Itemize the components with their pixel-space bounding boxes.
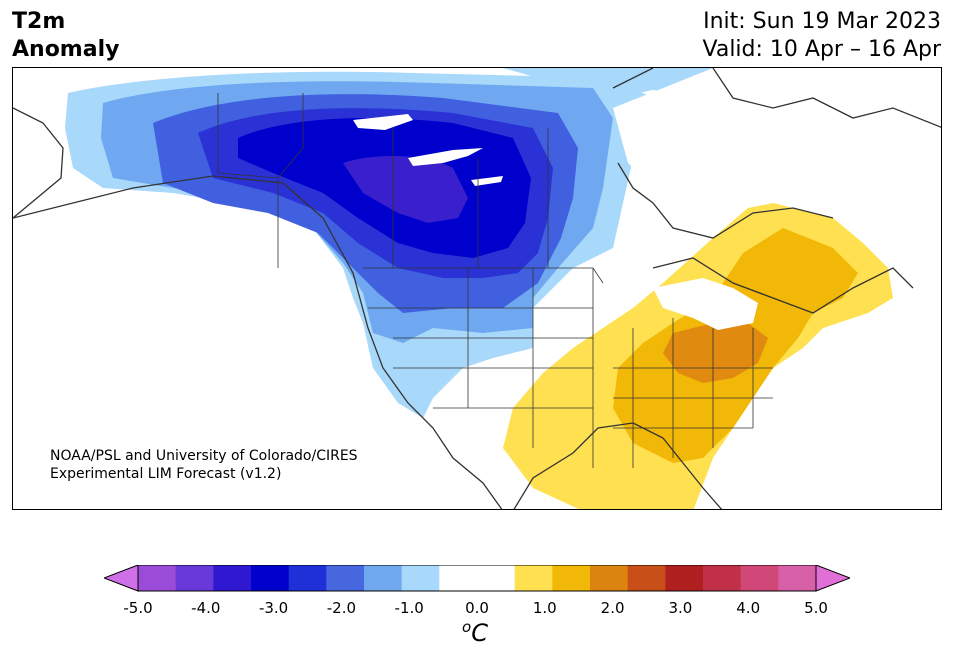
colorbar-tick-label: -4.0	[191, 599, 221, 617]
colorbar-segments	[138, 565, 817, 591]
cold-core	[343, 156, 468, 223]
colorbar-segment	[326, 565, 365, 591]
valid-date: Valid: 10 Apr – 16 Apr	[702, 37, 942, 62]
colorbar-segment	[665, 565, 704, 591]
colorbar-tick-label: -2.0	[326, 599, 357, 617]
colorbar-tick-label: 0.0	[465, 599, 489, 617]
colorbar-segment	[401, 565, 440, 591]
colorbar-tick-label: 1.0	[532, 599, 557, 617]
colorbar-segment	[477, 565, 516, 591]
colorbar-segment	[590, 565, 629, 591]
colorbar-tick-label: 2.0	[600, 599, 625, 617]
anomaly-label: Anomaly	[12, 37, 120, 62]
colorbar-segment	[251, 565, 290, 591]
variable-label: T2m	[12, 9, 66, 34]
colorbar-tick-label: -3.0	[258, 599, 289, 617]
colorbar-tick-label: -5.0	[123, 599, 153, 617]
colorbar-segment	[439, 565, 478, 591]
colorbar-tick-label: 5.0	[804, 599, 828, 617]
init-date: Init: Sun 19 Mar 2023	[703, 9, 941, 34]
colorbar-segment	[364, 565, 403, 591]
anomaly-map: NOAA/PSL and University of Colorado/CIRE…	[12, 67, 942, 510]
forecast-dates: Init: Sun 19 Mar 2023 Valid: 10 Apr – 16…	[703, 8, 942, 64]
credit-line-1: NOAA/PSL and University of Colorado/CIRE…	[50, 448, 358, 464]
colorbar-unit: oC	[462, 618, 488, 647]
borders	[217, 93, 773, 468]
hudson-bay	[613, 68, 941, 248]
colorbar-tick-label: 4.0	[736, 599, 761, 617]
colorbar	[104, 565, 850, 592]
colorbar-segment	[778, 565, 817, 591]
colorbar-segment	[288, 565, 327, 591]
colorbar-segment	[627, 565, 666, 591]
colorbar-segment	[740, 565, 779, 591]
great-lakes	[653, 278, 758, 330]
lake-2	[408, 148, 483, 166]
colorbar-segment	[138, 565, 177, 591]
colorbar-segment	[703, 565, 742, 591]
map-title: T2m Anomaly	[12, 8, 119, 64]
colorbar-segment	[175, 565, 214, 591]
credit-text: NOAA/PSL and University of Colorado/CIRE…	[50, 447, 358, 483]
colorbar-outline	[137, 565, 817, 592]
colorbar-segment	[213, 565, 252, 591]
unit-label: C	[471, 619, 488, 647]
colorbar-min-arrow	[104, 565, 139, 592]
colorbar-max-arrow	[815, 565, 850, 592]
credit-line-2: Experimental LIM Forecast (v1.2)	[50, 466, 282, 482]
lake-1	[353, 114, 413, 130]
degree-sup: o	[462, 618, 472, 636]
colorbar-tick-label: 3.0	[668, 599, 693, 617]
lake-3	[471, 176, 503, 186]
map-canvas	[13, 68, 941, 509]
colorbar-segment	[514, 565, 553, 591]
colorbar-tick-label: -1.0	[394, 599, 424, 617]
colorbar-segment	[552, 565, 591, 591]
